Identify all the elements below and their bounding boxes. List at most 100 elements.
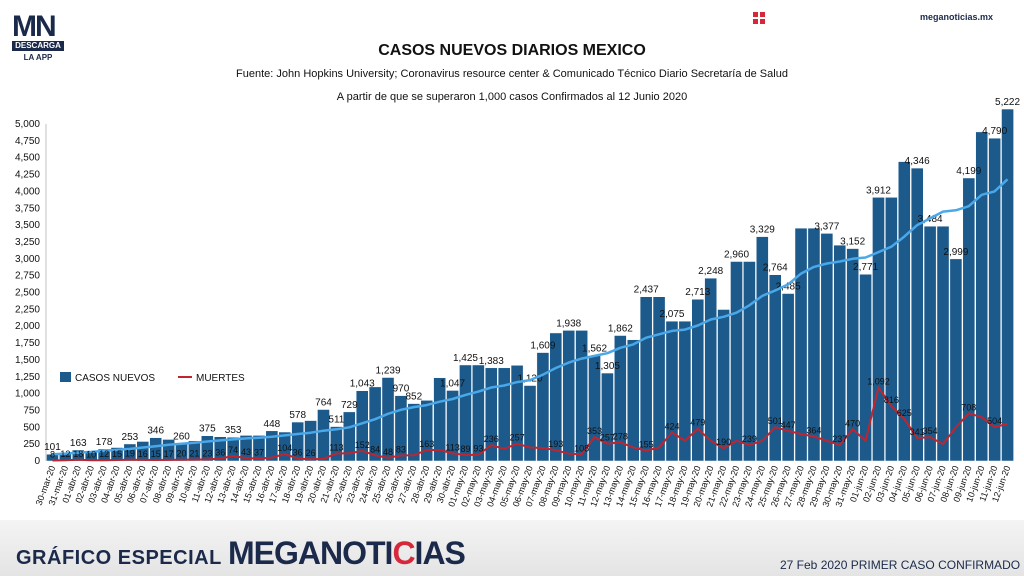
bar xyxy=(691,298,705,462)
footer-brand-accent: C xyxy=(392,535,415,571)
death-value-label: 23 xyxy=(202,448,212,458)
death-value-label: 470 xyxy=(845,418,860,428)
death-value-label: 447 xyxy=(781,420,796,430)
death-value-label: 48 xyxy=(383,447,393,457)
y-tick-label: 500 xyxy=(23,422,40,433)
bar xyxy=(717,309,730,462)
bar-value-label: 375 xyxy=(199,424,216,435)
death-value-label: 84 xyxy=(370,444,380,454)
bar xyxy=(910,167,924,462)
bar-value-label: 729 xyxy=(341,400,358,411)
bar-value-label: 1,305 xyxy=(595,361,620,372)
site-url[interactable]: meganoticias.mx xyxy=(920,12,994,22)
bar-value-label: 2,713 xyxy=(685,287,710,298)
bar xyxy=(304,420,317,462)
y-tick-label: 2,500 xyxy=(15,288,40,299)
bar xyxy=(962,177,976,462)
death-value-label: 108 xyxy=(574,443,589,453)
line-series xyxy=(52,178,1009,462)
death-value-label: 163 xyxy=(419,439,434,449)
bar xyxy=(213,436,227,462)
death-value-label: 89 xyxy=(460,444,470,454)
bar-value-label: 448 xyxy=(264,419,281,430)
bar-value-label: 1,047 xyxy=(440,378,465,389)
bar-value-label: 2,485 xyxy=(776,282,801,293)
bar xyxy=(433,377,446,462)
death-value-label: 239 xyxy=(742,434,757,444)
y-tick-label: 1,000 xyxy=(15,389,40,400)
y-tick-label: 1,500 xyxy=(15,355,40,366)
death-value-label: 190 xyxy=(716,437,731,447)
y-tick-label: 4,500 xyxy=(15,153,40,164)
bar xyxy=(226,436,240,462)
bar xyxy=(743,261,756,462)
bar xyxy=(885,197,898,462)
death-value-label: 364 xyxy=(806,425,821,435)
bar xyxy=(484,367,498,462)
bar xyxy=(330,426,343,462)
bar-value-label: 852 xyxy=(405,392,422,403)
bar xyxy=(601,372,614,462)
bar-value-label: 2,437 xyxy=(634,285,659,296)
death-value-label: 152 xyxy=(355,440,370,450)
bar xyxy=(343,411,356,462)
death-value-label: 8 xyxy=(50,449,55,459)
bar-value-label: 4,346 xyxy=(905,156,930,167)
x-axis: 30-mar-2031-mar-2001-abr-2002-abr-2003-a… xyxy=(34,464,1013,508)
y-tick-label: 750 xyxy=(23,405,40,416)
bar xyxy=(1001,108,1014,462)
y-tick-label: 1,250 xyxy=(15,372,40,383)
death-value-label: 424 xyxy=(664,421,679,431)
death-value-label: 341 xyxy=(910,427,925,437)
bar-value-label: 3,377 xyxy=(814,221,839,232)
death-value-label: 15 xyxy=(112,449,122,459)
bar xyxy=(252,435,266,462)
bar xyxy=(781,293,795,462)
death-value-label: 20 xyxy=(177,449,187,459)
bar xyxy=(820,233,834,462)
bar-value-label: 2,764 xyxy=(763,263,788,274)
bar-value-label: 163 xyxy=(70,438,87,449)
app-logo[interactable]: MN xyxy=(12,12,66,52)
death-value-label: 93 xyxy=(473,444,483,454)
y-tick-label: 3,250 xyxy=(15,237,40,248)
bar xyxy=(639,296,653,462)
death-value-label: 19 xyxy=(125,449,135,459)
chart-subtitle: Fuente: John Hopkins University; Coronav… xyxy=(236,68,788,80)
bar-value-label: 1,938 xyxy=(556,318,581,329)
logo-app-label: LA APP xyxy=(23,53,53,62)
death-value-label: 708 xyxy=(961,402,976,412)
moving-average-line xyxy=(52,178,1009,456)
bar-value-label: 1,239 xyxy=(376,365,401,376)
bar-value-label: 178 xyxy=(96,437,113,448)
y-tick-label: 3,500 xyxy=(15,220,40,231)
y-tick-label: 4,000 xyxy=(15,186,40,197)
bar-value-label: 253 xyxy=(122,432,139,443)
death-value-label: 12 xyxy=(99,449,109,459)
flag-icon xyxy=(753,12,765,24)
bar-value-label: 1,383 xyxy=(479,356,504,367)
bar-value-label: 511 xyxy=(328,415,344,426)
death-value-label: 504 xyxy=(987,416,1002,426)
logo-mn: MN xyxy=(12,10,57,43)
death-value-label: 37 xyxy=(254,448,264,458)
bar-value-label: 346 xyxy=(147,426,164,437)
bar xyxy=(523,385,537,462)
legend-cases-label: CASOS NUEVOS xyxy=(75,373,155,384)
y-axis: 0 250 500 750 1,000 1,250 1,500 1,750 2,000 2,250… xyxy=(15,119,47,467)
bar xyxy=(704,277,717,462)
death-labels: 8 12 18 10 12 15 19 16 15 17 20 21 23 36 74 43 37 104 36 26… xyxy=(50,376,1002,459)
death-value-label: 83 xyxy=(396,444,406,454)
bar-value-label: 578 xyxy=(289,410,306,421)
bar xyxy=(446,390,459,462)
bar xyxy=(317,409,330,462)
bar xyxy=(549,332,563,462)
bar-value-label: 2,248 xyxy=(698,266,723,277)
bar xyxy=(846,248,859,462)
bar xyxy=(46,453,59,462)
death-value-label: 18 xyxy=(73,449,83,459)
deaths-line xyxy=(52,386,1008,462)
legend: CASOS NUEVOS MUERTES xyxy=(60,372,245,384)
y-tick-label: 3,000 xyxy=(15,254,40,265)
